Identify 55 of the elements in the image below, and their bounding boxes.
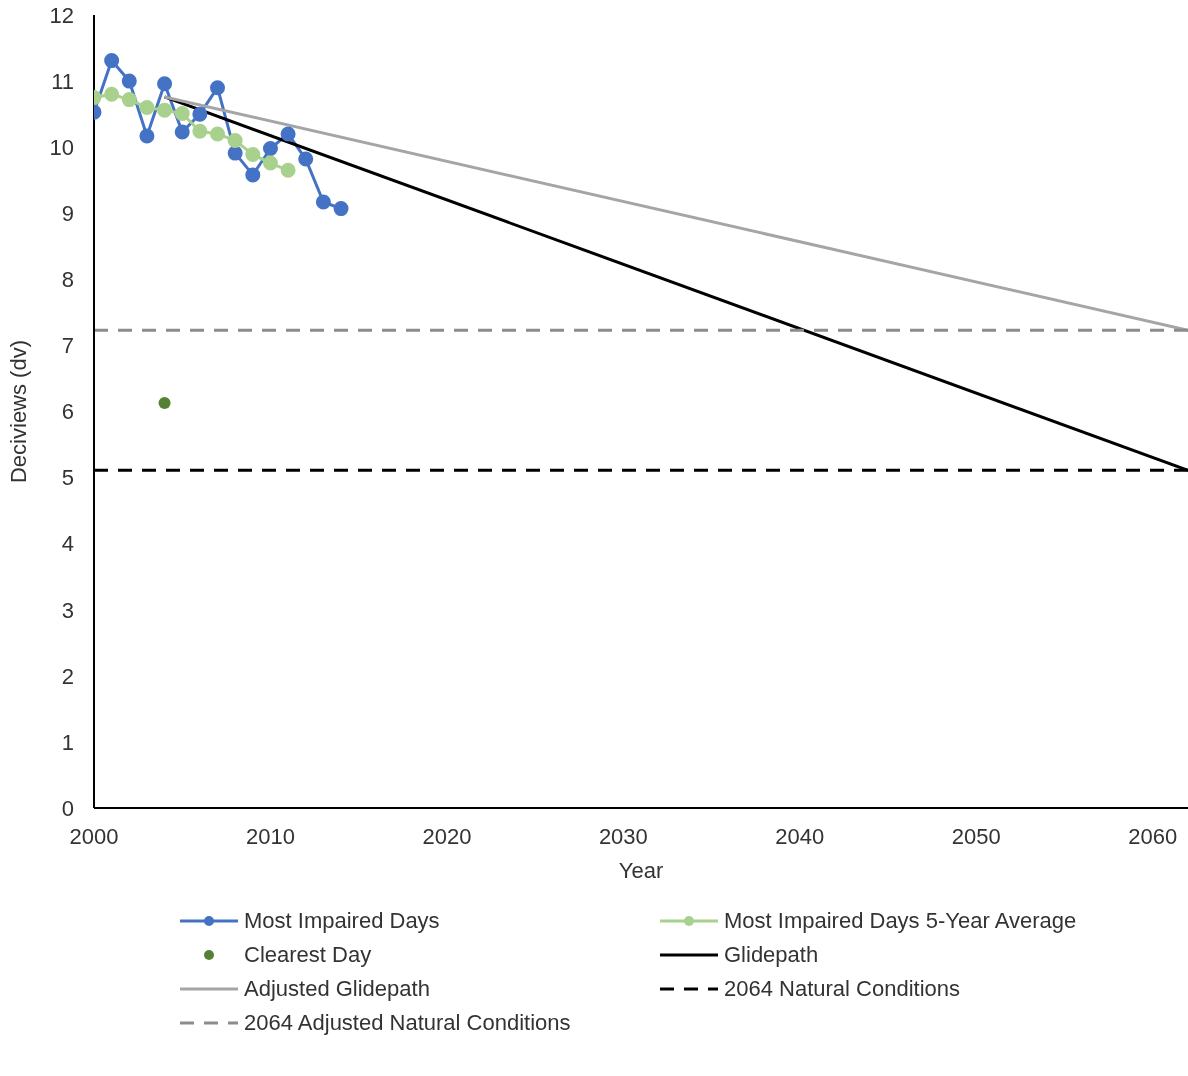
point [210, 80, 226, 96]
point [139, 100, 155, 116]
y-tick-label: 7 [61, 333, 74, 359]
point [227, 145, 243, 161]
point [157, 76, 173, 92]
point [104, 86, 120, 102]
point [192, 123, 208, 139]
x-tick-label: 2050 [951, 823, 1001, 849]
x-tick-label: 2030 [598, 823, 648, 849]
point [227, 133, 243, 149]
x-tick-label: 2000 [69, 823, 119, 849]
point [192, 106, 208, 122]
legend-label: 2064 Adjusted Natural Conditions [244, 1010, 571, 1036]
y-tick-label: 6 [61, 399, 74, 425]
legend-label: 2064 Natural Conditions [724, 976, 961, 1002]
y-tick-label: 3 [61, 597, 74, 623]
legend-label: Glidepath [724, 942, 819, 968]
point [104, 53, 120, 69]
y-tick-label: 8 [61, 267, 74, 293]
point [315, 194, 331, 210]
point [262, 140, 278, 156]
point [245, 146, 261, 162]
x-tick-label: 2040 [775, 823, 825, 849]
y-tick-label: 2 [61, 663, 74, 689]
legend-label: Clearest Day [244, 942, 372, 968]
legend-label: Most Impaired Days [244, 908, 440, 934]
y-tick-label: 0 [61, 795, 74, 821]
point [298, 151, 314, 167]
y-tick-label: 9 [61, 201, 74, 227]
legend-label: Adjusted Glidepath [244, 976, 430, 1002]
point [210, 126, 226, 142]
legend-label: Most Impaired Days 5-Year Average [724, 908, 1077, 934]
y-tick-label: 12 [49, 2, 74, 28]
x-axis-title: Year [618, 858, 664, 883]
point [157, 102, 173, 118]
point [174, 105, 190, 121]
y-tick-label: 11 [51, 68, 74, 94]
y-tick-label: 10 [49, 134, 74, 160]
point [139, 128, 155, 144]
x-tick-label: 2020 [422, 823, 472, 849]
point [245, 167, 261, 183]
y-tick-label: 4 [61, 531, 74, 557]
y-tick-label: 1 [61, 729, 74, 755]
point [333, 201, 349, 217]
point [280, 126, 296, 142]
x-tick-label: 2010 [245, 823, 295, 849]
point [174, 124, 190, 140]
x-tick-label: 2060 [1128, 823, 1178, 849]
point [262, 155, 278, 171]
point [121, 92, 137, 108]
y-axis-title: Deciviews (dv) [5, 339, 31, 484]
point [280, 162, 296, 178]
y-tick-label: 5 [61, 465, 74, 491]
point [121, 73, 137, 89]
point [158, 396, 171, 409]
